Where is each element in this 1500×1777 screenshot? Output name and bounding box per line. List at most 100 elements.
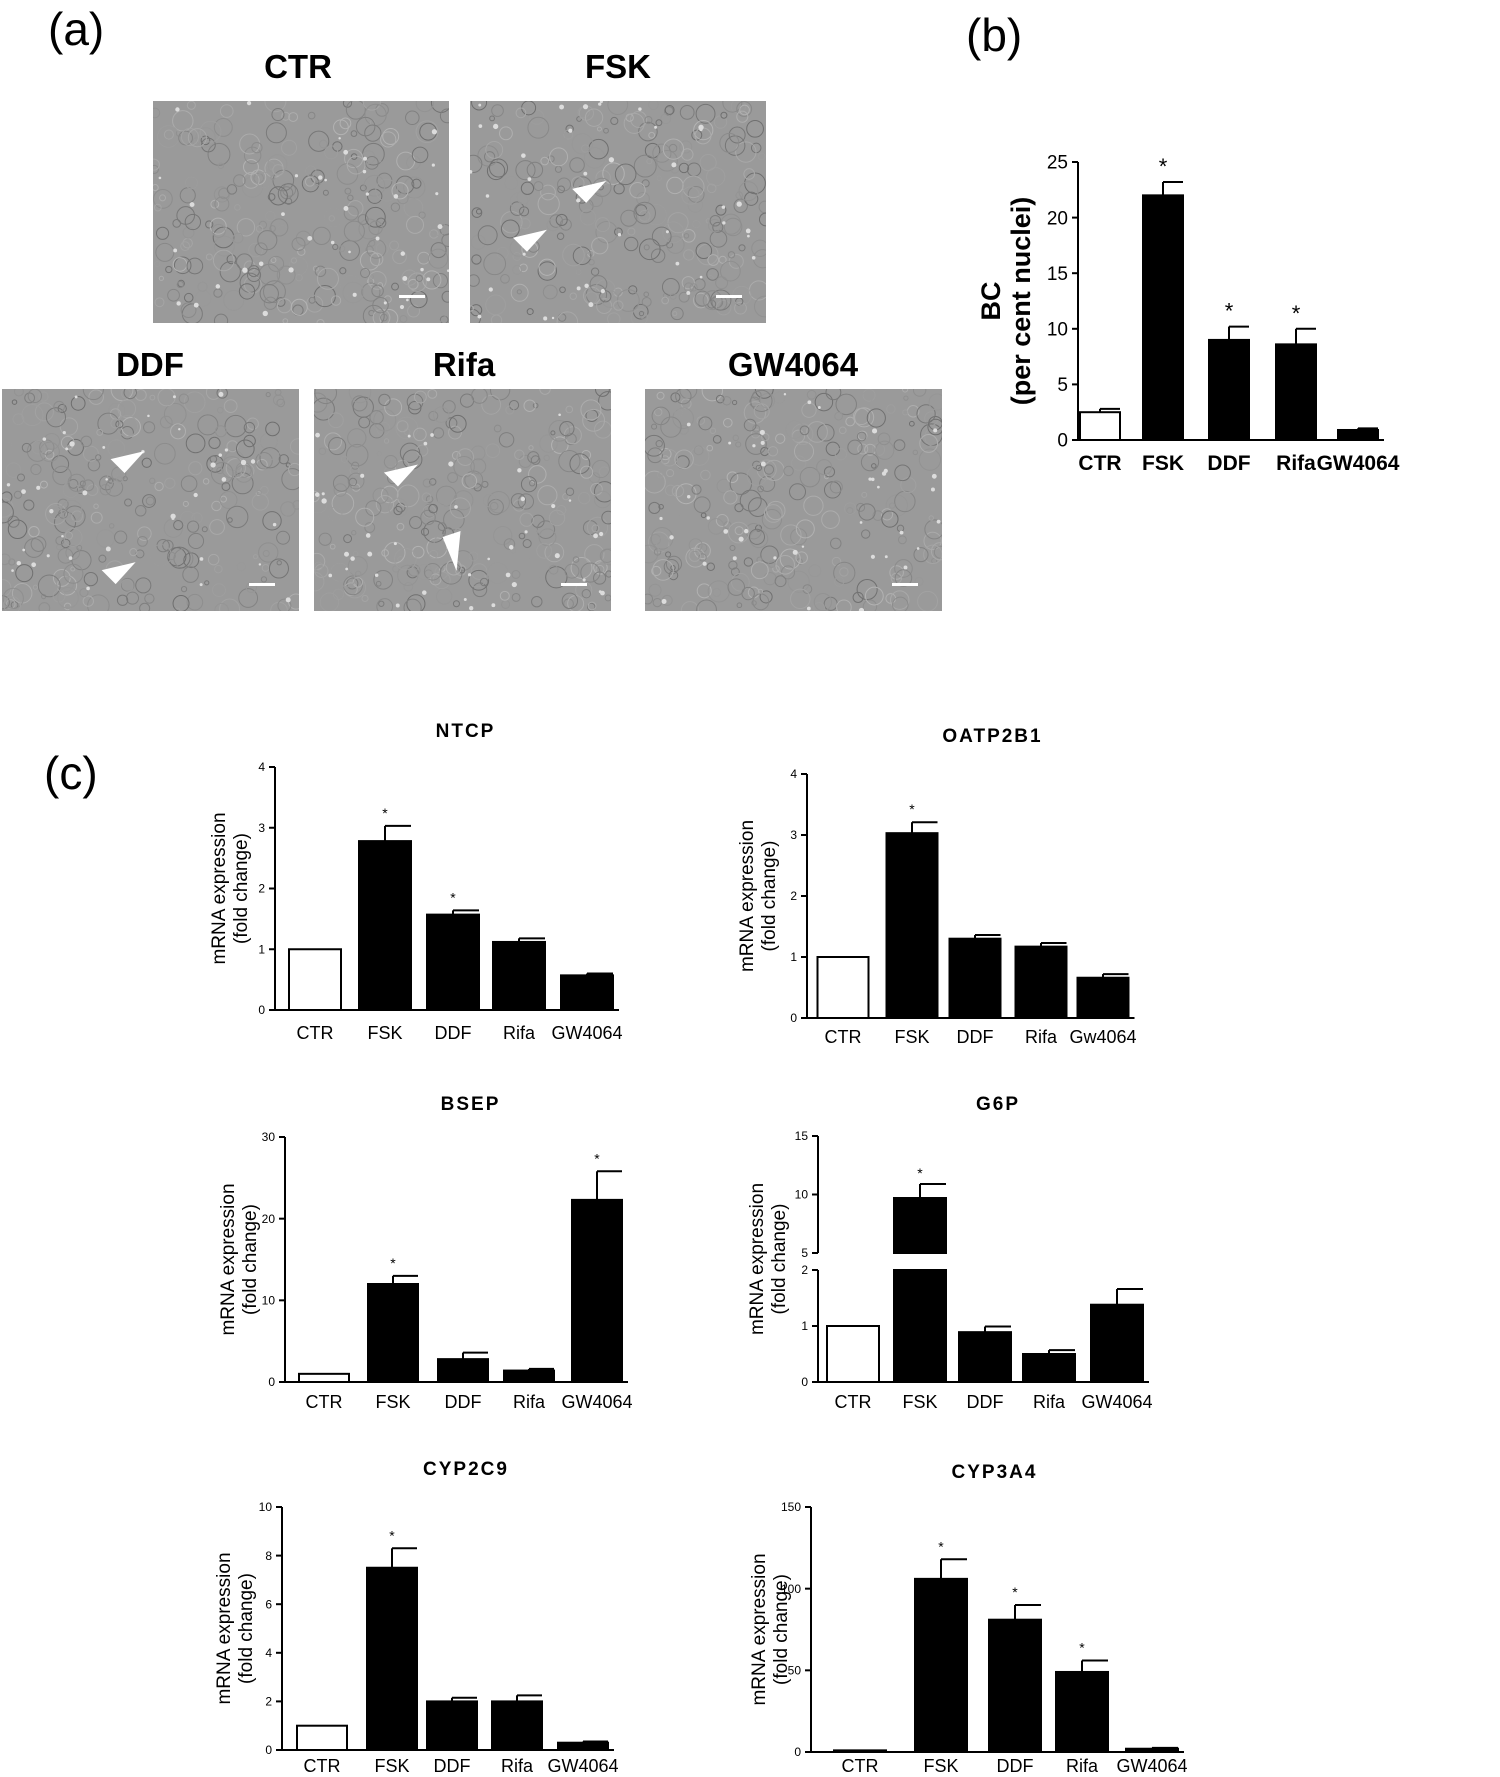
cell-outline [316,318,325,323]
cell-outline [243,158,259,175]
cell-outline [316,267,339,290]
cell-highlight [31,562,37,568]
cell-outline [645,203,667,226]
cell-outline [512,264,523,275]
cell-outline [278,454,289,465]
cell-outline [751,239,766,258]
cell-highlight [158,176,162,180]
cell-outline [720,111,728,119]
cell-outline [352,396,374,418]
cell-outline [679,140,693,154]
cell-highlight [721,205,726,209]
cell-outline [588,192,604,208]
cell-outline [470,458,487,475]
cell-outline [2,493,11,505]
bar-lower-segment [893,1269,947,1383]
cell-outline [672,407,694,429]
cell-outline [390,202,401,212]
cell-highlight [307,235,313,241]
cell-outline [808,502,816,510]
cell-outline [97,412,120,435]
cell-outline [149,544,172,567]
cell-highlight [487,557,491,561]
cell-outline [923,544,942,565]
cell-outline [697,543,708,553]
cell-outline [556,505,567,516]
cell-outline [745,433,767,455]
cell-outline [759,392,776,409]
cell-outline [660,416,682,438]
cell-outline [503,538,516,550]
cell-highlight [272,522,277,527]
cell-outline [539,389,551,395]
cell-outline [766,500,786,521]
cell-outline [432,273,449,289]
cell-outline [505,405,515,415]
cell-outline [712,434,722,444]
cell-outline [403,581,414,592]
cell-outline [369,410,384,425]
cell-outline [201,137,216,153]
cell-outline [225,505,249,529]
chart-title: CYP2C9 [423,1459,509,1480]
cell-outline [270,218,289,237]
y-tick-label: 4 [258,760,265,774]
cell-outline [55,536,65,546]
cell-outline [362,304,385,323]
cell-outline [470,304,483,317]
cell-outline [591,237,609,255]
cell-outline [752,593,770,611]
cell-outline [700,512,707,519]
cell-highlight [315,432,320,438]
bar [560,974,614,1011]
cell-highlight [661,598,667,604]
cell-outline [105,478,124,497]
cell-outline [393,505,403,516]
cell-highlight [736,201,742,207]
cell-outline [305,165,317,177]
cell-outline [764,504,783,523]
cell-outline [76,486,85,495]
cell-outline [176,280,184,289]
significance-marker: * [1159,154,1168,179]
cell-outline [856,431,867,442]
cell-highlight [395,603,400,608]
y-tick-label: 0 [258,1003,265,1017]
cell-highlight [470,169,473,174]
cell-highlight [517,468,522,473]
y-axis-label: BC [976,282,1006,321]
x-tick-label: GW4064 [1081,1392,1152,1412]
cell-outline [427,389,438,399]
cell-outline [695,103,716,124]
cell-outline [571,133,593,155]
cell-highlight [420,267,424,272]
cell-outline [526,308,534,316]
cell-highlight [324,178,327,182]
cell-outline [694,542,711,560]
cell-outline [359,250,380,271]
cell-highlight [792,549,798,555]
cell-outline [877,432,891,446]
cell-outline [852,591,864,603]
cell-highlight [807,400,812,405]
cell-highlight [508,545,514,550]
cell-outline [757,485,765,493]
significance-marker: * [1079,1640,1085,1656]
scale-bar [716,295,742,298]
cell-outline [834,411,843,421]
cell-highlight [608,157,615,163]
cell-highlight [872,428,878,434]
micrograph-ctr [153,101,449,323]
cell-outline [367,188,383,204]
cell-outline [490,389,511,401]
cell-highlight [520,496,526,502]
cell-outline [562,243,585,267]
cell-outline [734,301,747,315]
cell-outline [64,531,73,540]
cell-outline [886,404,896,414]
cell-outline [82,445,99,462]
micrograph-image [153,101,449,323]
cell-outline [754,295,766,318]
y-tick-label: 1 [801,1319,808,1333]
cell-outline [854,407,875,428]
